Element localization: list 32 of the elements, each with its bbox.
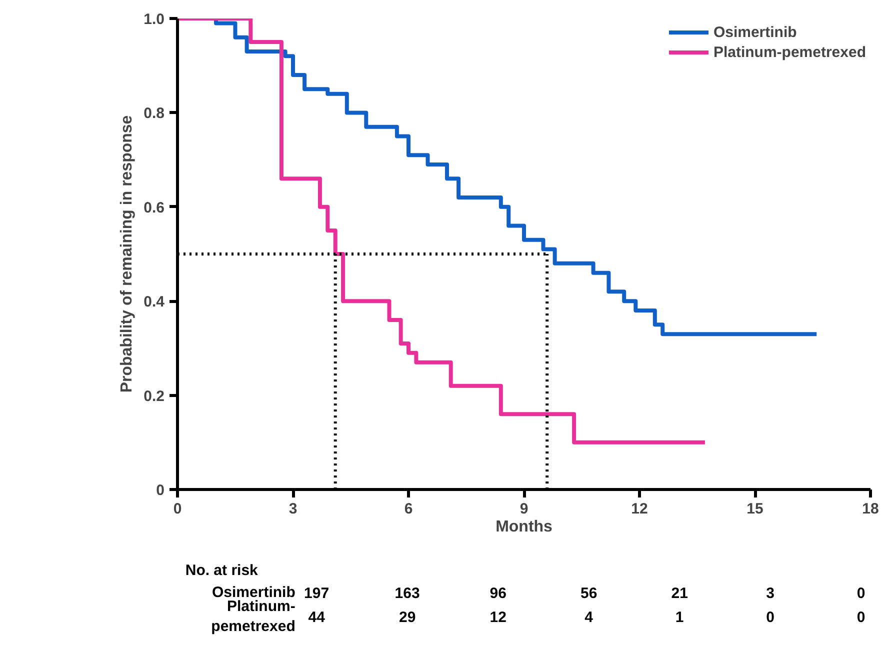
legend-label: Osimertinib bbox=[713, 24, 797, 40]
x-tick-label: 6 bbox=[404, 500, 413, 518]
x-tick-label: 12 bbox=[631, 500, 648, 518]
text: 163 bbox=[394, 585, 420, 602]
y-tick-label: 0.8 bbox=[144, 105, 165, 122]
y-tick-label: 0 bbox=[156, 482, 164, 499]
y-tick-label: 1.0 bbox=[144, 11, 165, 28]
x-tick-label: 3 bbox=[288, 500, 298, 518]
text: 0 bbox=[856, 609, 866, 626]
x-tick-label: 0 bbox=[173, 500, 182, 518]
legend-label: Platinum-pemetrexed bbox=[713, 44, 866, 60]
x-axis-title: Months bbox=[496, 518, 553, 536]
y-tick-label: 0.4 bbox=[144, 294, 166, 311]
text: 29 bbox=[398, 609, 416, 626]
text: 44 bbox=[308, 609, 326, 626]
text: 56 bbox=[580, 585, 598, 602]
x-tick-label: 9 bbox=[520, 500, 528, 518]
text: 96 bbox=[490, 585, 506, 602]
y-tick-label: 0.6 bbox=[144, 199, 165, 216]
x-tick-label: 15 bbox=[746, 500, 764, 518]
text: 1 bbox=[675, 609, 684, 626]
text: 0 bbox=[856, 585, 866, 602]
text: 197 bbox=[304, 585, 330, 602]
text: 0 bbox=[766, 609, 774, 626]
text: 4 bbox=[584, 609, 594, 626]
text: 3 bbox=[766, 585, 774, 602]
text: 12 bbox=[490, 609, 506, 626]
y-axis-title: Probability of remaining in response bbox=[118, 115, 136, 393]
x-tick-label: 18 bbox=[862, 500, 879, 518]
text: No. at risk bbox=[185, 562, 259, 579]
text: 21 bbox=[671, 585, 688, 602]
y-tick-label: 0.2 bbox=[144, 388, 165, 405]
